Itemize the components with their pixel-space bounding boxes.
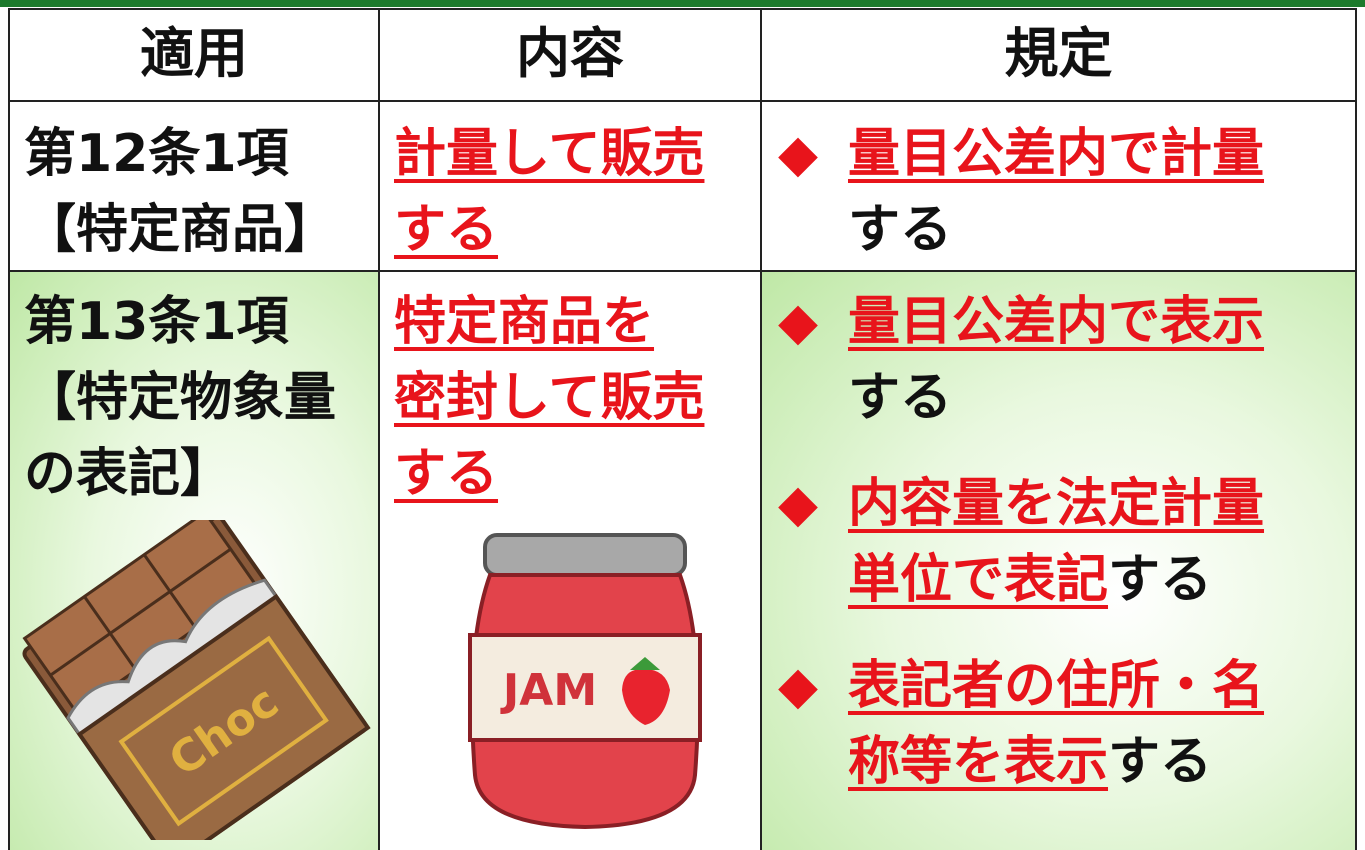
bullet-marker: ◆ [778,292,818,352]
rule-line: する [848,360,1355,436]
rule: ◆ 量目公差内で計量 する [778,116,1355,268]
rule-text: する [1108,550,1213,610]
rule-line: 表記者の住所・名 [848,648,1355,724]
header-cell: 内容 [378,8,762,102]
content-text: 密封して販売 [394,368,705,428]
content-text: する [394,200,499,260]
chocolate-illustration: Choc [22,520,371,840]
content-line: 密封して販売 [394,360,760,436]
rule-line: 称等を表示する [848,724,1355,800]
article-line: の表記】 [24,444,233,504]
content-line: する [394,192,760,268]
rule-text: する [848,200,953,260]
header-cell: 規定 [760,8,1357,102]
header-text: 適用 [140,22,248,85]
rule-text: 表記者の住所・名 [848,656,1265,716]
rule-line: 単位で表記する [848,542,1355,618]
rule-text: 単位で表記 [848,550,1109,610]
article-line: 【特定物象量 [24,368,337,428]
bullet-marker: ◆ [778,474,818,534]
top-bar [0,0,1365,7]
content-cell: 計量して販売 する [378,100,762,272]
content-line: する [394,436,760,512]
article-cell: 第12条1項 【特定商品】 [8,100,380,272]
rules-cell: ◆ 量目公差内で表示 する ◆ 内容量を法定計量 単位で表記する ◆ 表記者の住所・名 称等を表… [760,270,1357,850]
rule-text: 称等を表示 [848,732,1109,792]
rule-line: する [848,192,1355,268]
jam-label: JAM [500,665,597,716]
jam-illustration: JAM [468,533,702,830]
bullet-marker: ◆ [778,656,818,716]
article-line: 第13条1項 [24,292,289,352]
rule-text: する [848,368,953,428]
rule-text: 内容量を法定計量 [848,474,1265,534]
content-text: する [394,444,499,504]
content-text: 計量して販売 [394,124,705,184]
content-line: 特定商品を [394,284,760,360]
header-text: 内容 [516,22,624,85]
rule: ◆ 内容量を法定計量 単位で表記する [778,466,1355,618]
rule-text: 量目公差内で表示 [848,292,1265,352]
rule-line: 量目公差内で表示 [848,284,1355,360]
content-text: 特定商品を [394,292,655,352]
rule-line: 量目公差内で計量 [848,116,1355,192]
rule: ◆ 量目公差内で表示 する [778,284,1355,436]
content-line: 計量して販売 [394,116,760,192]
article-line: 第12条1項 [24,124,289,184]
rule-text: 量目公差内で計量 [848,124,1265,184]
rules-cell: ◆ 量目公差内で計量 する [760,100,1357,272]
header-cell: 適用 [8,8,380,102]
rule-line: 内容量を法定計量 [848,466,1355,542]
rule: ◆ 表記者の住所・名 称等を表示する [778,648,1355,800]
bullet-marker: ◆ [778,124,818,184]
header-text: 規定 [1004,22,1113,85]
article-line: 【特定商品】 [24,200,337,260]
rule-text: する [1108,732,1213,792]
